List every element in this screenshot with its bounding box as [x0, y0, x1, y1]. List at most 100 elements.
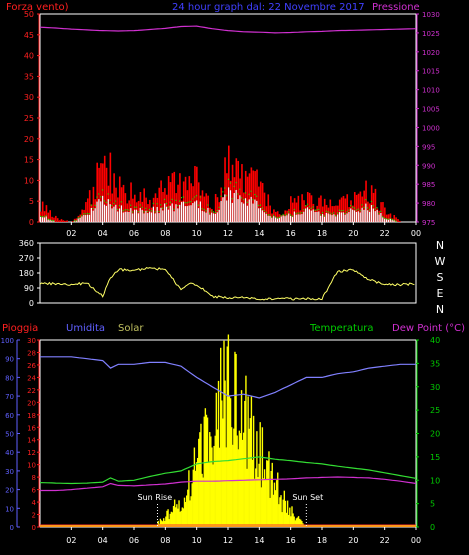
- solar-bar: [191, 483, 193, 527]
- solar-bar: [170, 511, 173, 527]
- solar-bar: [275, 480, 278, 527]
- avg-wind-bar: [254, 199, 256, 222]
- humidity-tick-label: 0: [10, 524, 14, 532]
- avg-wind-bar: [355, 211, 358, 222]
- humidity-tick-label: 40: [5, 449, 14, 457]
- avg-wind-bar: [284, 216, 286, 222]
- wind-green-mark: [384, 217, 386, 219]
- wind-green-mark: [333, 212, 335, 214]
- gust-bar: [98, 167, 100, 222]
- solar-bar: [173, 499, 176, 527]
- solar-bar: [205, 414, 208, 527]
- gust-bar: [357, 193, 360, 222]
- solar-bar: [283, 490, 286, 527]
- gust-bar: [397, 219, 399, 222]
- avg-wind-bar: [115, 204, 117, 222]
- temperature-tick-label: 20: [430, 430, 440, 439]
- solar-bar: [196, 457, 199, 527]
- gust-bar: [374, 188, 377, 222]
- wind-green-mark: [162, 207, 164, 209]
- solar-bar: [279, 497, 281, 527]
- solar-bar: [237, 449, 239, 527]
- solar-bar: [292, 513, 294, 527]
- gust-bar: [252, 170, 255, 222]
- temperature-tick-label: 5: [430, 500, 435, 509]
- solar-bar: [297, 516, 300, 527]
- gust-bar: [45, 205, 48, 222]
- avg-wind-bar: [363, 209, 365, 222]
- wind-green-mark: [113, 202, 115, 205]
- gust-bar: [205, 193, 208, 222]
- direction-tick-label: 0: [29, 299, 34, 308]
- gust-bar: [132, 198, 134, 222]
- rain-tick-label: 22: [27, 387, 36, 395]
- avg-wind-bar: [139, 207, 141, 222]
- temperature-axis-label: Temperatura: [309, 323, 374, 334]
- avg-wind-bar: [152, 206, 154, 222]
- solar-bar: [284, 500, 287, 527]
- gust-bar: [188, 176, 191, 222]
- time-tick-label: 20: [348, 536, 358, 545]
- solar-bar: [215, 392, 218, 527]
- gust-bar: [246, 176, 249, 222]
- wind-green-mark: [320, 214, 322, 216]
- avg-wind-bar: [102, 195, 104, 222]
- avg-wind-bar: [361, 207, 363, 222]
- avg-wind-bar: [282, 215, 284, 222]
- wind-pressure-chart: 0510152025303540455097598098599099510001…: [24, 10, 440, 238]
- wind-green-mark: [335, 215, 337, 217]
- wind-green-mark: [98, 193, 100, 195]
- avg-wind-bar: [322, 214, 324, 222]
- solar-bar: [223, 340, 225, 527]
- solar-bar: [249, 418, 252, 527]
- avg-wind-bar: [85, 215, 87, 222]
- solar-bar: [177, 508, 179, 527]
- sunset-label: Sun Set: [292, 493, 323, 502]
- wind-green-mark: [288, 211, 290, 213]
- gust-bar: [333, 206, 335, 222]
- pressure-axis-label: Pressione: [372, 2, 420, 13]
- solar-bar: [294, 520, 296, 527]
- wind-green-mark: [393, 219, 395, 221]
- gust-bar: [231, 164, 234, 222]
- solar-bar: [224, 380, 226, 527]
- humidity-line: [40, 356, 416, 399]
- avg-wind-bar: [212, 213, 215, 222]
- avg-wind-bar: [171, 203, 173, 222]
- rain-tick-label: 6: [32, 487, 37, 495]
- rain-tick-label: 8: [32, 474, 36, 482]
- rain-tick-label: 10: [27, 462, 36, 470]
- avg-wind-bar: [393, 219, 395, 222]
- gust-bar: [118, 176, 121, 222]
- pressure-tick-label: 1005: [422, 106, 440, 114]
- gust-bar: [179, 173, 181, 222]
- solar-bar: [166, 510, 168, 527]
- gust-bar: [226, 173, 228, 222]
- gust-bar: [228, 145, 230, 222]
- wind-tick-label: 40: [24, 52, 34, 61]
- avg-wind-bar: [137, 213, 139, 222]
- gust-bar: [71, 221, 74, 222]
- avg-wind-bar: [295, 214, 297, 222]
- wind-green-mark: [297, 212, 299, 214]
- gust-bar: [393, 215, 396, 222]
- wind-green-mark: [224, 187, 226, 189]
- solar-bar: [272, 494, 275, 527]
- gust-bar: [241, 164, 243, 222]
- gust-bar: [290, 196, 292, 222]
- wind-green-mark: [327, 211, 329, 213]
- wind-green-mark: [357, 208, 359, 210]
- wind-green-mark: [340, 210, 342, 212]
- wind-green-mark: [269, 214, 271, 216]
- gust-bar: [113, 173, 115, 222]
- wind-green-mark: [47, 218, 49, 220]
- wind-green-mark: [134, 206, 135, 208]
- avg-wind-bar: [374, 211, 376, 222]
- avg-wind-bar: [306, 207, 309, 222]
- wind-green-mark: [323, 215, 325, 217]
- wind-green-mark: [92, 207, 94, 210]
- rain-tick-label: 24: [27, 374, 36, 382]
- wind-green-mark: [314, 209, 316, 211]
- gust-bar: [308, 192, 311, 222]
- wind-green-mark: [231, 198, 233, 200]
